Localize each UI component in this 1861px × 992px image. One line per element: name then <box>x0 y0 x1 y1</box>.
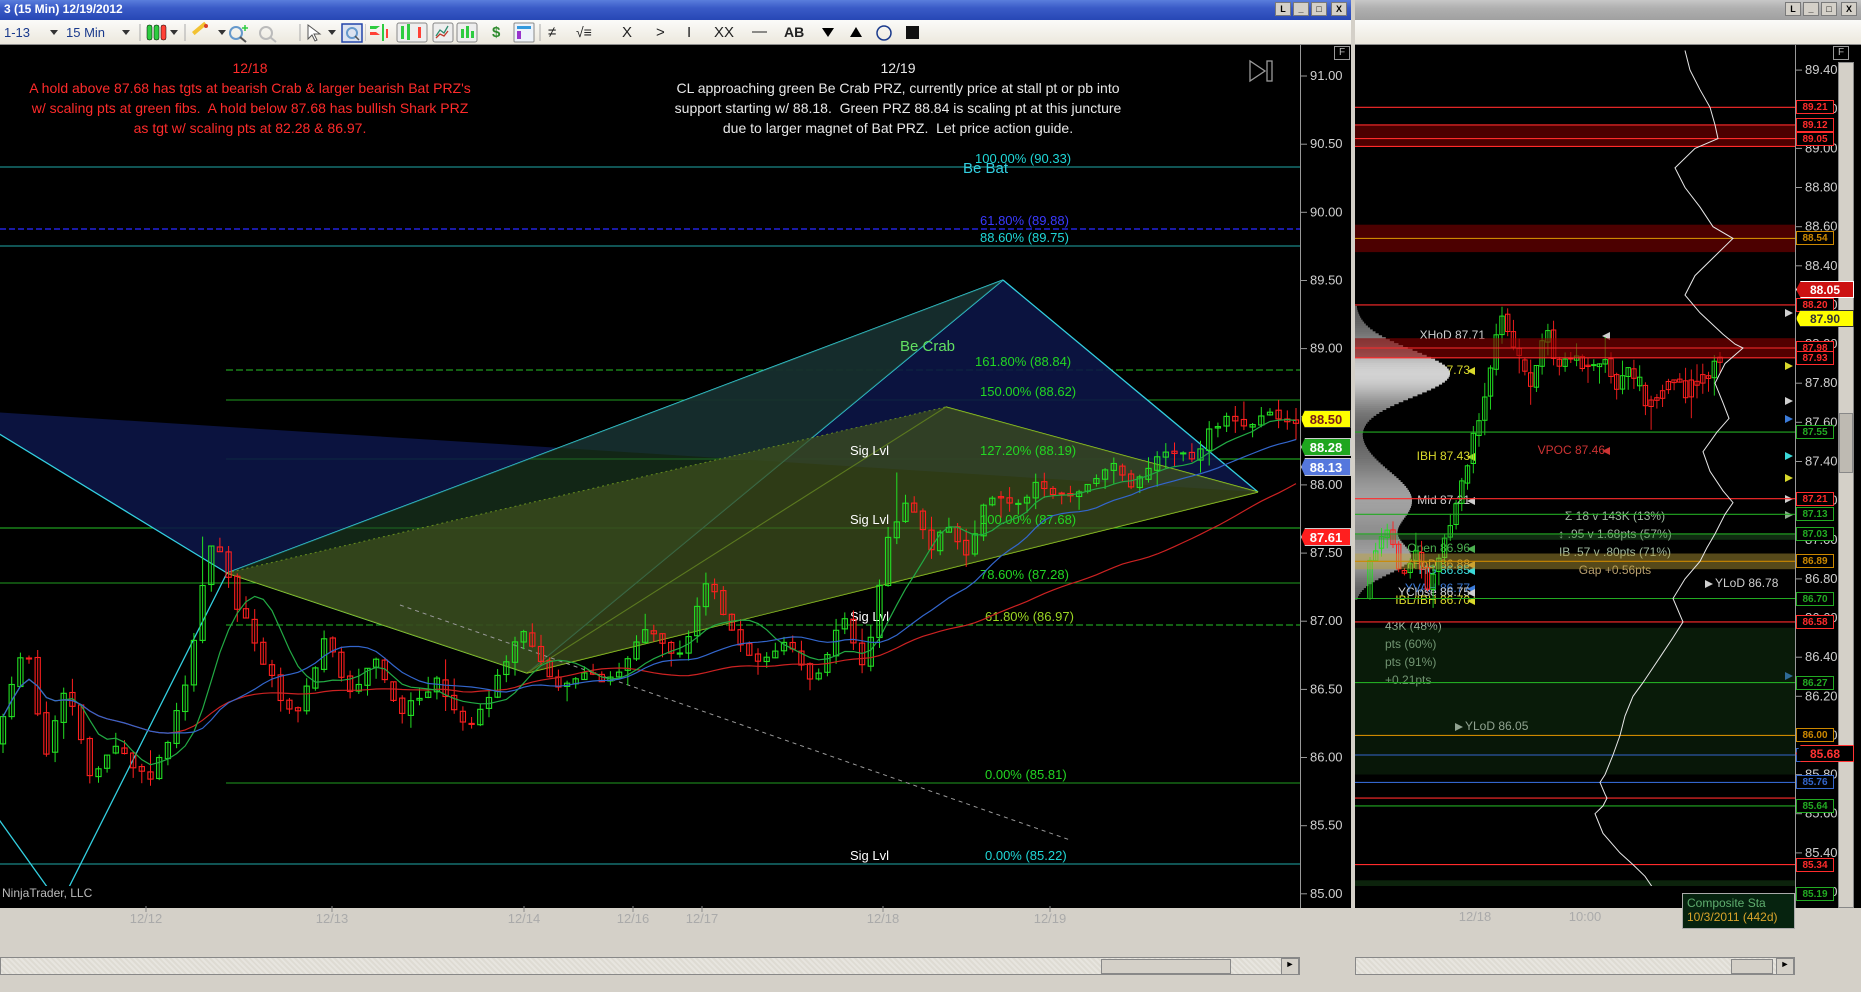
svg-text:X: X <box>622 24 632 41</box>
svg-text:87.80: 87.80 <box>1805 375 1838 390</box>
svg-text:—: — <box>752 23 767 40</box>
svg-text:12/18: 12/18 <box>1459 909 1492 924</box>
svg-text:89.50: 89.50 <box>1310 273 1343 288</box>
svg-text:90.50: 90.50 <box>1310 136 1343 151</box>
svg-text:85.50: 85.50 <box>1310 818 1343 833</box>
svg-text:15 Min: 15 Min <box>66 25 105 40</box>
svg-text:89.40: 89.40 <box>1805 62 1838 77</box>
svg-text:≠: ≠ <box>548 24 556 41</box>
svg-text:88.00: 88.00 <box>1310 477 1343 492</box>
svg-text:1-13: 1-13 <box>4 25 30 40</box>
svg-text:√≡: √≡ <box>576 24 592 40</box>
svg-text:88.40: 88.40 <box>1805 258 1838 273</box>
svg-text:12/12: 12/12 <box>130 911 163 926</box>
svg-text:90.00: 90.00 <box>1310 204 1343 219</box>
svg-text:86.40: 86.40 <box>1805 649 1838 664</box>
svg-text:XX: XX <box>714 24 734 41</box>
svg-text:12/16: 12/16 <box>617 911 650 926</box>
svg-text:$: $ <box>492 24 501 41</box>
svg-text:12/19: 12/19 <box>1034 911 1067 926</box>
svg-text:12/18: 12/18 <box>867 911 900 926</box>
svg-text:12/17: 12/17 <box>686 911 719 926</box>
svg-text:86.50: 86.50 <box>1310 681 1343 696</box>
svg-text:86.00: 86.00 <box>1310 750 1343 765</box>
svg-text:88.80: 88.80 <box>1805 180 1838 195</box>
svg-text:86.20: 86.20 <box>1805 688 1838 703</box>
svg-text:86.80: 86.80 <box>1805 571 1838 586</box>
svg-text:91.00: 91.00 <box>1310 68 1343 83</box>
svg-text:87.40: 87.40 <box>1805 454 1838 469</box>
svg-text:12/13: 12/13 <box>316 911 349 926</box>
svg-text:87.50: 87.50 <box>1310 545 1343 560</box>
svg-text:AB: AB <box>784 24 804 40</box>
svg-text:12/14: 12/14 <box>508 911 541 926</box>
svg-text:10:00: 10:00 <box>1569 909 1602 924</box>
svg-text:87.00: 87.00 <box>1310 613 1343 628</box>
svg-text:>: > <box>656 24 665 41</box>
svg-text:89.00: 89.00 <box>1310 341 1343 356</box>
svg-text:85.00: 85.00 <box>1310 886 1343 901</box>
svg-text:I: I <box>687 24 691 41</box>
